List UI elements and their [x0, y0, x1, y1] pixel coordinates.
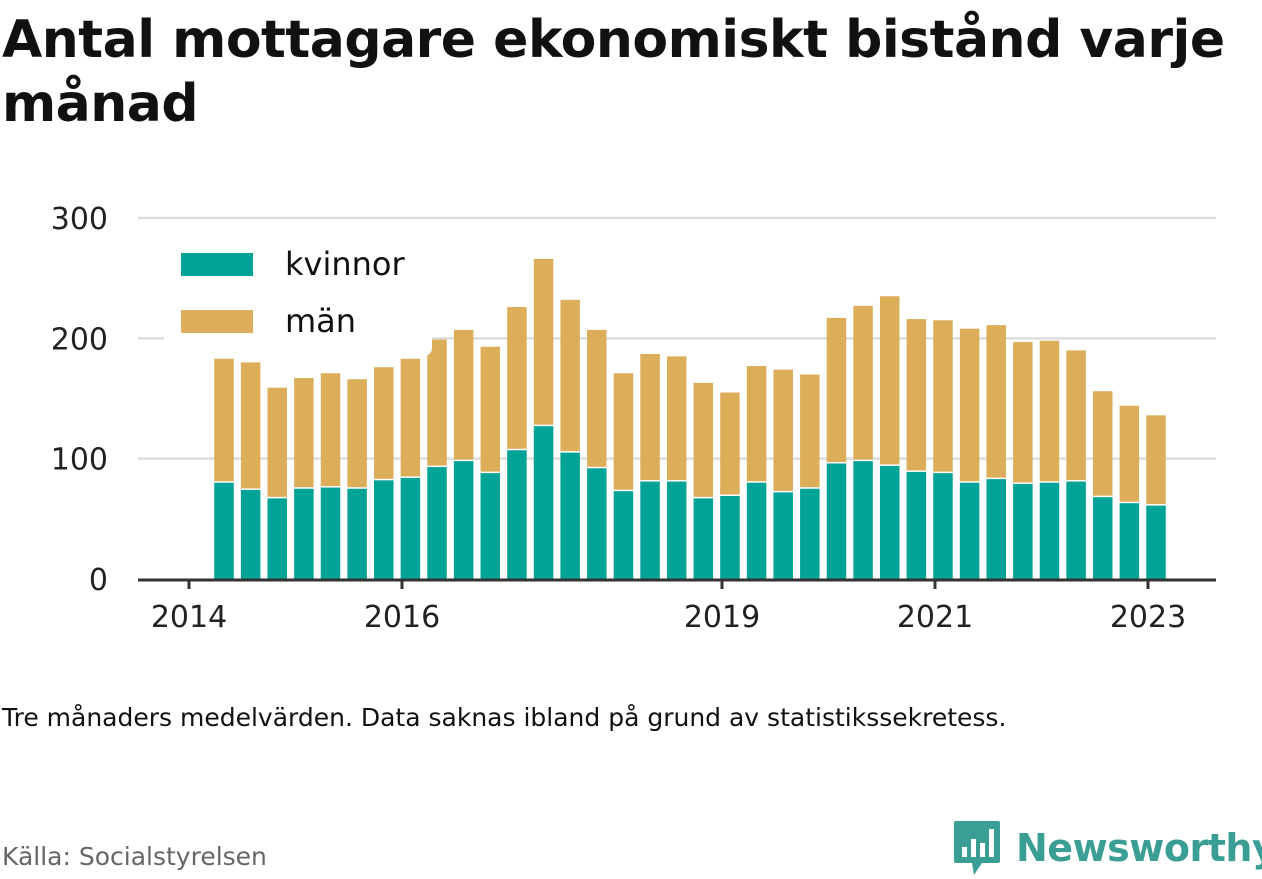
y-axis-labels: 0 100 200 300 — [51, 202, 108, 598]
legend-label: män — [285, 302, 356, 340]
bar-man — [480, 346, 501, 472]
bar-kvinnor — [666, 481, 687, 579]
bar-kvinnor — [1039, 482, 1060, 579]
bar-kvinnor — [879, 465, 900, 579]
y-tick-label: 100 — [51, 443, 108, 478]
chart: 0 100 200 300 2014 2016 2019 2021 2023 kvinnor m… — [51, 202, 1216, 635]
bar-man — [320, 373, 341, 487]
y-tick-label: 200 — [51, 322, 108, 357]
bar-kvinnor — [533, 426, 554, 579]
bar-kvinnor — [480, 473, 501, 579]
bar-man — [400, 358, 421, 477]
bar-kvinnor — [240, 489, 261, 579]
bar-kvinnor — [906, 471, 927, 579]
bar-kvinnor — [613, 491, 634, 579]
bar-man — [374, 367, 394, 479]
bar-kvinnor — [294, 488, 314, 579]
y-tick-label: 0 — [89, 563, 108, 598]
bar-man — [853, 305, 873, 460]
bar-man — [800, 374, 820, 488]
bar-kvinnor — [427, 467, 447, 579]
x-tick-label: 2021 — [897, 600, 973, 635]
bar-man — [640, 353, 660, 481]
legend: kvinnor män — [164, 234, 432, 356]
bar-man — [267, 387, 288, 497]
bar-kvinnor — [933, 473, 953, 579]
bar-kvinnor — [773, 492, 793, 579]
bar-kvinnor — [267, 498, 288, 579]
bar-kvinnor — [720, 495, 740, 579]
x-tick-label: 2023 — [1110, 600, 1186, 635]
bar-kvinnor — [640, 481, 660, 579]
bar-man — [240, 362, 261, 489]
source-label: Källa: Socialstyrelsen — [2, 842, 267, 871]
bar-man — [214, 358, 234, 482]
bar-man — [1146, 415, 1166, 505]
bar-kvinnor — [986, 479, 1006, 579]
bar-man — [587, 329, 607, 467]
bar-man — [427, 339, 447, 466]
bar-man — [294, 378, 314, 488]
bar-man — [613, 373, 634, 490]
bar-kvinnor — [1146, 505, 1166, 579]
x-tick-label: 2019 — [684, 600, 760, 635]
bar-man — [879, 296, 900, 465]
bar-man — [693, 382, 714, 497]
bar-kvinnor — [1013, 483, 1033, 579]
bar-kvinnor — [347, 488, 367, 579]
bar-kvinnor — [374, 480, 394, 579]
bars — [214, 258, 1166, 579]
y-tick-label: 300 — [51, 202, 108, 237]
bar-kvinnor — [507, 450, 527, 579]
chart-title: Antal mottagare ekonomiskt bistånd varje… — [2, 10, 1225, 134]
bar-man — [507, 307, 527, 449]
bar-kvinnor — [320, 487, 341, 579]
newsworthy-logo-icon — [954, 821, 1000, 875]
bar-man — [1039, 340, 1060, 482]
x-tick-label: 2014 — [151, 600, 227, 635]
bar-man — [773, 369, 793, 491]
x-tick-label: 2016 — [364, 600, 440, 635]
bar-man — [533, 258, 554, 425]
bar-man — [959, 328, 980, 482]
bar-man — [906, 319, 927, 471]
bar-man — [1066, 350, 1086, 481]
bar-kvinnor — [826, 463, 847, 579]
x-axis: 2014 2016 2019 2021 2023 — [138, 578, 1216, 635]
bar-man — [453, 329, 474, 460]
bar-man — [1119, 405, 1140, 502]
bar-man — [1092, 391, 1113, 496]
legend-swatch — [181, 253, 253, 276]
legend-label: kvinnor — [285, 245, 406, 283]
legend-swatch — [181, 310, 253, 333]
bar-man — [666, 356, 687, 481]
bar-kvinnor — [746, 482, 767, 579]
bar-kvinnor — [453, 461, 474, 579]
bar-man — [347, 379, 367, 488]
brand-logo: Newsworthy — [952, 818, 1262, 878]
bar-man — [720, 392, 740, 495]
bar-kvinnor — [693, 498, 714, 579]
bar-man — [1013, 341, 1033, 483]
bar-kvinnor — [214, 482, 234, 579]
bar-man — [746, 366, 767, 482]
bar-man — [826, 317, 847, 462]
bar-man — [933, 320, 953, 472]
bar-kvinnor — [1066, 481, 1086, 579]
bar-kvinnor — [1119, 503, 1140, 579]
brand-name: Newsworthy — [1016, 826, 1262, 870]
bar-kvinnor — [1092, 497, 1113, 579]
bar-kvinnor — [853, 461, 873, 579]
bar-man — [560, 299, 580, 452]
bar-kvinnor — [587, 468, 607, 579]
chart-note: Tre månaders medelvärden. Data saknas ib… — [2, 703, 1007, 732]
bar-kvinnor — [800, 488, 820, 579]
bar-kvinnor — [959, 482, 980, 579]
bar-man — [986, 325, 1006, 478]
bar-kvinnor — [560, 452, 580, 579]
bar-kvinnor — [400, 477, 421, 579]
